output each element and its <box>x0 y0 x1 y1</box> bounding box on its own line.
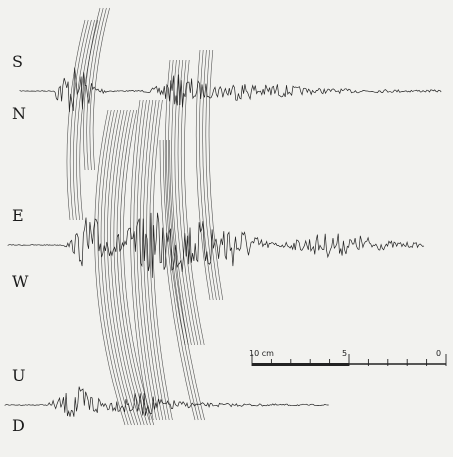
trace-ns <box>19 67 442 113</box>
swing-arc-4-6 <box>184 59 205 346</box>
swing-arc-3-0 <box>130 99 151 421</box>
swing-arc-0-3 <box>76 19 95 221</box>
swing-arc-3-4 <box>143 99 164 421</box>
label-e: E <box>12 206 25 225</box>
swing-arc-3-2 <box>136 99 157 421</box>
scale-label-0: 0 <box>436 349 442 358</box>
swing-arc-4-1 <box>168 59 189 346</box>
swing-arc-1-0 <box>83 7 101 171</box>
swing-arc-2-4 <box>107 109 139 426</box>
swing-arc-1-1 <box>86 7 104 171</box>
swing-arc-5-4 <box>208 49 224 301</box>
swing-arc-2-6 <box>113 109 145 426</box>
swing-arc-2-1 <box>97 109 129 426</box>
swing-arc-6-1 <box>162 139 199 421</box>
swing-arc-2-2 <box>100 109 132 426</box>
swing-arc-5-3 <box>205 49 220 301</box>
swing-arc-2-9 <box>123 109 155 426</box>
swing-arcs <box>66 7 224 426</box>
swing-arc-2-3 <box>103 109 135 426</box>
traces <box>4 67 442 417</box>
swing-arc-0-2 <box>73 19 92 221</box>
label-w: W <box>12 272 30 291</box>
swing-arc-0-4 <box>79 19 99 221</box>
swing-arc-0-0 <box>66 19 86 221</box>
swing-arc-3-5 <box>146 99 167 421</box>
swing-arc-3-6 <box>149 99 170 421</box>
trace-ud <box>4 386 329 417</box>
scale-label-10cm: 10 cm <box>249 349 274 358</box>
swing-arc-6-2 <box>166 139 202 421</box>
swing-arc-6-3 <box>169 139 205 421</box>
label-n: N <box>12 104 27 123</box>
swing-arc-5-1 <box>199 49 214 301</box>
swing-arc-2-8 <box>119 109 151 426</box>
label-d: D <box>12 416 26 435</box>
swing-arc-3-7 <box>152 99 173 421</box>
swing-arc-1-2 <box>89 7 107 171</box>
swing-arc-2-7 <box>116 109 148 426</box>
swing-arc-6-0 <box>159 139 196 421</box>
swing-arc-4-3 <box>174 59 195 346</box>
label-u: U <box>12 366 27 385</box>
swing-arc-2-5 <box>110 109 142 426</box>
swing-arc-4-2 <box>171 59 192 346</box>
swing-arc-5-2 <box>202 49 217 301</box>
swing-arc-4-5 <box>180 59 202 346</box>
swing-arc-3-1 <box>133 99 154 421</box>
swing-arc-4-0 <box>164 59 186 346</box>
scale-filled-segment <box>252 363 349 366</box>
trace-ew <box>7 212 425 278</box>
swing-arc-2-0 <box>94 109 126 426</box>
distance-scale-bar <box>251 354 447 366</box>
swing-arc-0-1 <box>69 19 89 221</box>
scale-label-5: 5 <box>342 349 348 358</box>
label-s: S <box>12 52 24 71</box>
